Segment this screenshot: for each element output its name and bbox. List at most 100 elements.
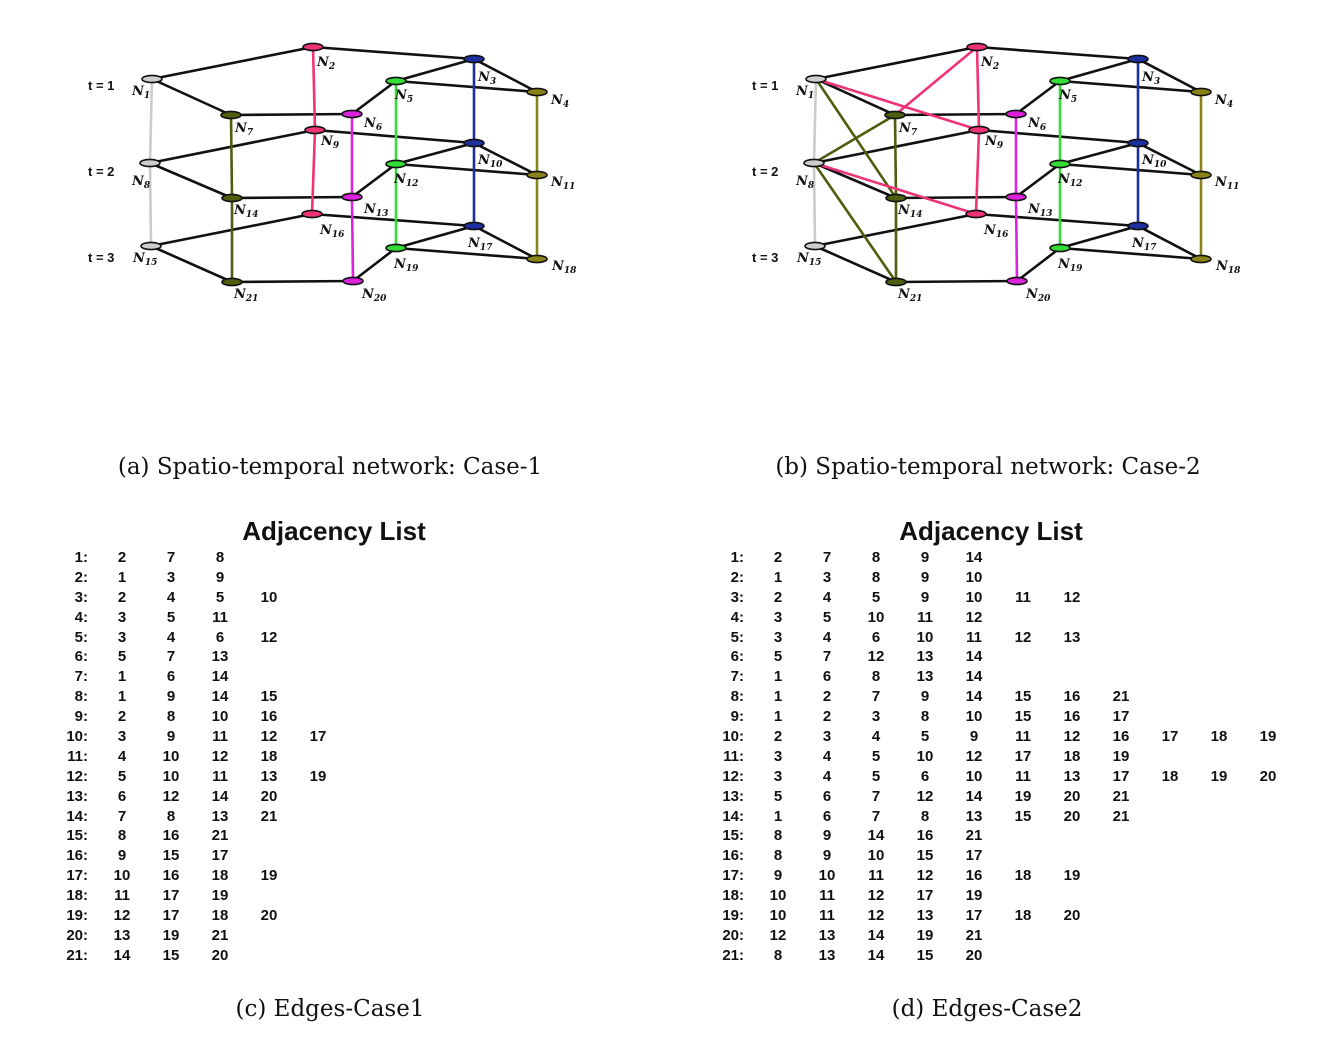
node-17	[463, 221, 485, 231]
spatial-edge	[311, 212, 475, 228]
adjacency-list-case2: 1: 2 7 8 9 14 2: 1 3 8 9 10 3: 2 4 5 9 10 11 12 4: 3 5 10 11 12 5:…	[706, 549, 1326, 969]
adjacency-value: 8	[166, 708, 176, 726]
node-label-17: N17	[467, 236, 493, 253]
adjacency-value: 20	[965, 946, 983, 964]
adjacency-value: 13	[260, 767, 278, 785]
node-18	[1190, 254, 1212, 264]
adjacency-value: 4	[822, 588, 832, 606]
adjacency-row: 1: 2 7 8 9 14	[706, 549, 1326, 569]
adjacency-key: 19:	[66, 907, 88, 925]
adjacency-value: 17	[162, 887, 180, 905]
adjacency-key: 1:	[730, 549, 744, 566]
spatial-edge	[1137, 57, 1202, 94]
adjacency-value: 5	[166, 608, 176, 626]
node-6	[341, 109, 363, 119]
adjacency-value: 2	[117, 549, 127, 566]
adjacency-row: 15: 8 16 21	[50, 827, 650, 847]
adjacency-value: 21	[260, 807, 278, 825]
adjacency-value: 13	[113, 926, 131, 944]
node-8	[803, 158, 825, 168]
node-label-2: N2	[980, 55, 999, 72]
adjacency-key: 17:	[722, 867, 744, 885]
adjacency-row: 13: 6 12 14 20	[50, 788, 650, 808]
adjacency-value: 15	[162, 946, 180, 964]
node-label-12: N12	[1057, 172, 1082, 189]
caption-case1: (a) Spatio-temporal network: Case-1	[117, 454, 543, 480]
adjacency-key: 20:	[722, 926, 744, 944]
node-label-2: N2	[316, 55, 335, 72]
adjacency-value: 21	[965, 827, 983, 845]
adjacency-key: 5:	[74, 628, 88, 646]
adjacency-value: 10	[769, 887, 787, 905]
adjacency-value: 12	[916, 787, 934, 805]
node-9	[968, 125, 990, 135]
node-12	[385, 159, 407, 169]
adjacency-value: 11	[917, 608, 933, 626]
adjacency-value: 3	[117, 608, 127, 626]
adjacency-value: 3	[117, 728, 127, 746]
spatial-edge	[395, 246, 538, 261]
adjacency-row: 5: 3 4 6 10 11 12 13	[706, 629, 1326, 649]
adjacency-row: 3: 2 4 5 10	[50, 589, 650, 609]
adjacency-value: 18	[260, 747, 278, 765]
adjacency-value: 16	[260, 708, 278, 726]
node-label-8: N8	[795, 174, 815, 191]
adjacency-key: 20:	[66, 926, 88, 944]
node-7	[884, 110, 906, 120]
adjacency-key: 1:	[74, 549, 88, 566]
adjacency-value: 16	[162, 867, 180, 885]
node-16	[965, 209, 987, 219]
spatial-edge	[975, 212, 1139, 228]
adjacency-value: 14	[965, 668, 983, 686]
adjacency-value: 14	[965, 787, 983, 805]
adjacency-value: 8	[871, 668, 881, 686]
adjacency-row: 10: 3 9 11 12 17	[50, 728, 650, 748]
spatial-edge	[351, 162, 397, 199]
adjacency-key: 3:	[74, 588, 88, 606]
spatial-edge	[151, 45, 314, 81]
node-label-13: N13	[363, 202, 388, 219]
adjacency-value: 20	[260, 907, 278, 925]
time-label-3: t = 3	[752, 250, 778, 265]
adjacency-value: 15	[1014, 807, 1032, 825]
adjacency-value: 1	[773, 568, 783, 586]
adjacency-value: 17	[162, 907, 180, 925]
adjacency-value: 14	[211, 688, 229, 706]
node-label-9: N9	[320, 134, 340, 151]
node-5	[1049, 76, 1071, 86]
adjacency-value: 3	[822, 728, 832, 746]
adjacency-value: 17	[916, 887, 934, 905]
spatial-edge	[151, 77, 232, 117]
node-8	[139, 158, 161, 168]
adjacency-value: 11	[819, 887, 835, 905]
temporal-edge	[311, 46, 317, 131]
adjacency-value: 8	[117, 827, 127, 845]
spatial-edge	[231, 195, 353, 200]
adjacency-value: 20	[211, 946, 229, 964]
temporal-edge	[974, 129, 981, 215]
adjacency-value: 11	[1015, 728, 1031, 746]
spatial-edge	[1059, 162, 1202, 177]
adjacency-value: 1	[117, 688, 127, 706]
node-15	[140, 241, 162, 251]
adjacency-row: 5: 3 4 6 12	[50, 629, 650, 649]
adjacency-value: 14	[211, 787, 229, 805]
spatial-edge	[814, 244, 897, 284]
adjacency-value: 19	[1014, 787, 1032, 805]
adjacency-value: 3	[773, 608, 783, 626]
adjacency-key: 4:	[74, 608, 88, 626]
adjacency-key: 18:	[722, 887, 744, 905]
spatial-edge	[895, 195, 1017, 200]
adjacency-value: 5	[871, 588, 881, 606]
spatial-edge	[1137, 141, 1202, 177]
adjacency-value: 13	[1063, 628, 1081, 646]
adjacency-key: 16:	[66, 847, 88, 865]
caption-case2-edges: (d) Edges-Case2	[891, 996, 1083, 1022]
adjacency-row: 2: 1 3 9	[50, 569, 650, 589]
adjacency-key: 4:	[730, 608, 744, 626]
adjacency-value: 12	[867, 907, 885, 925]
spatial-edge	[314, 128, 475, 145]
node-19	[1049, 243, 1071, 253]
adjacency-key: 10:	[722, 728, 744, 746]
adjacency-key: 21:	[66, 946, 88, 964]
